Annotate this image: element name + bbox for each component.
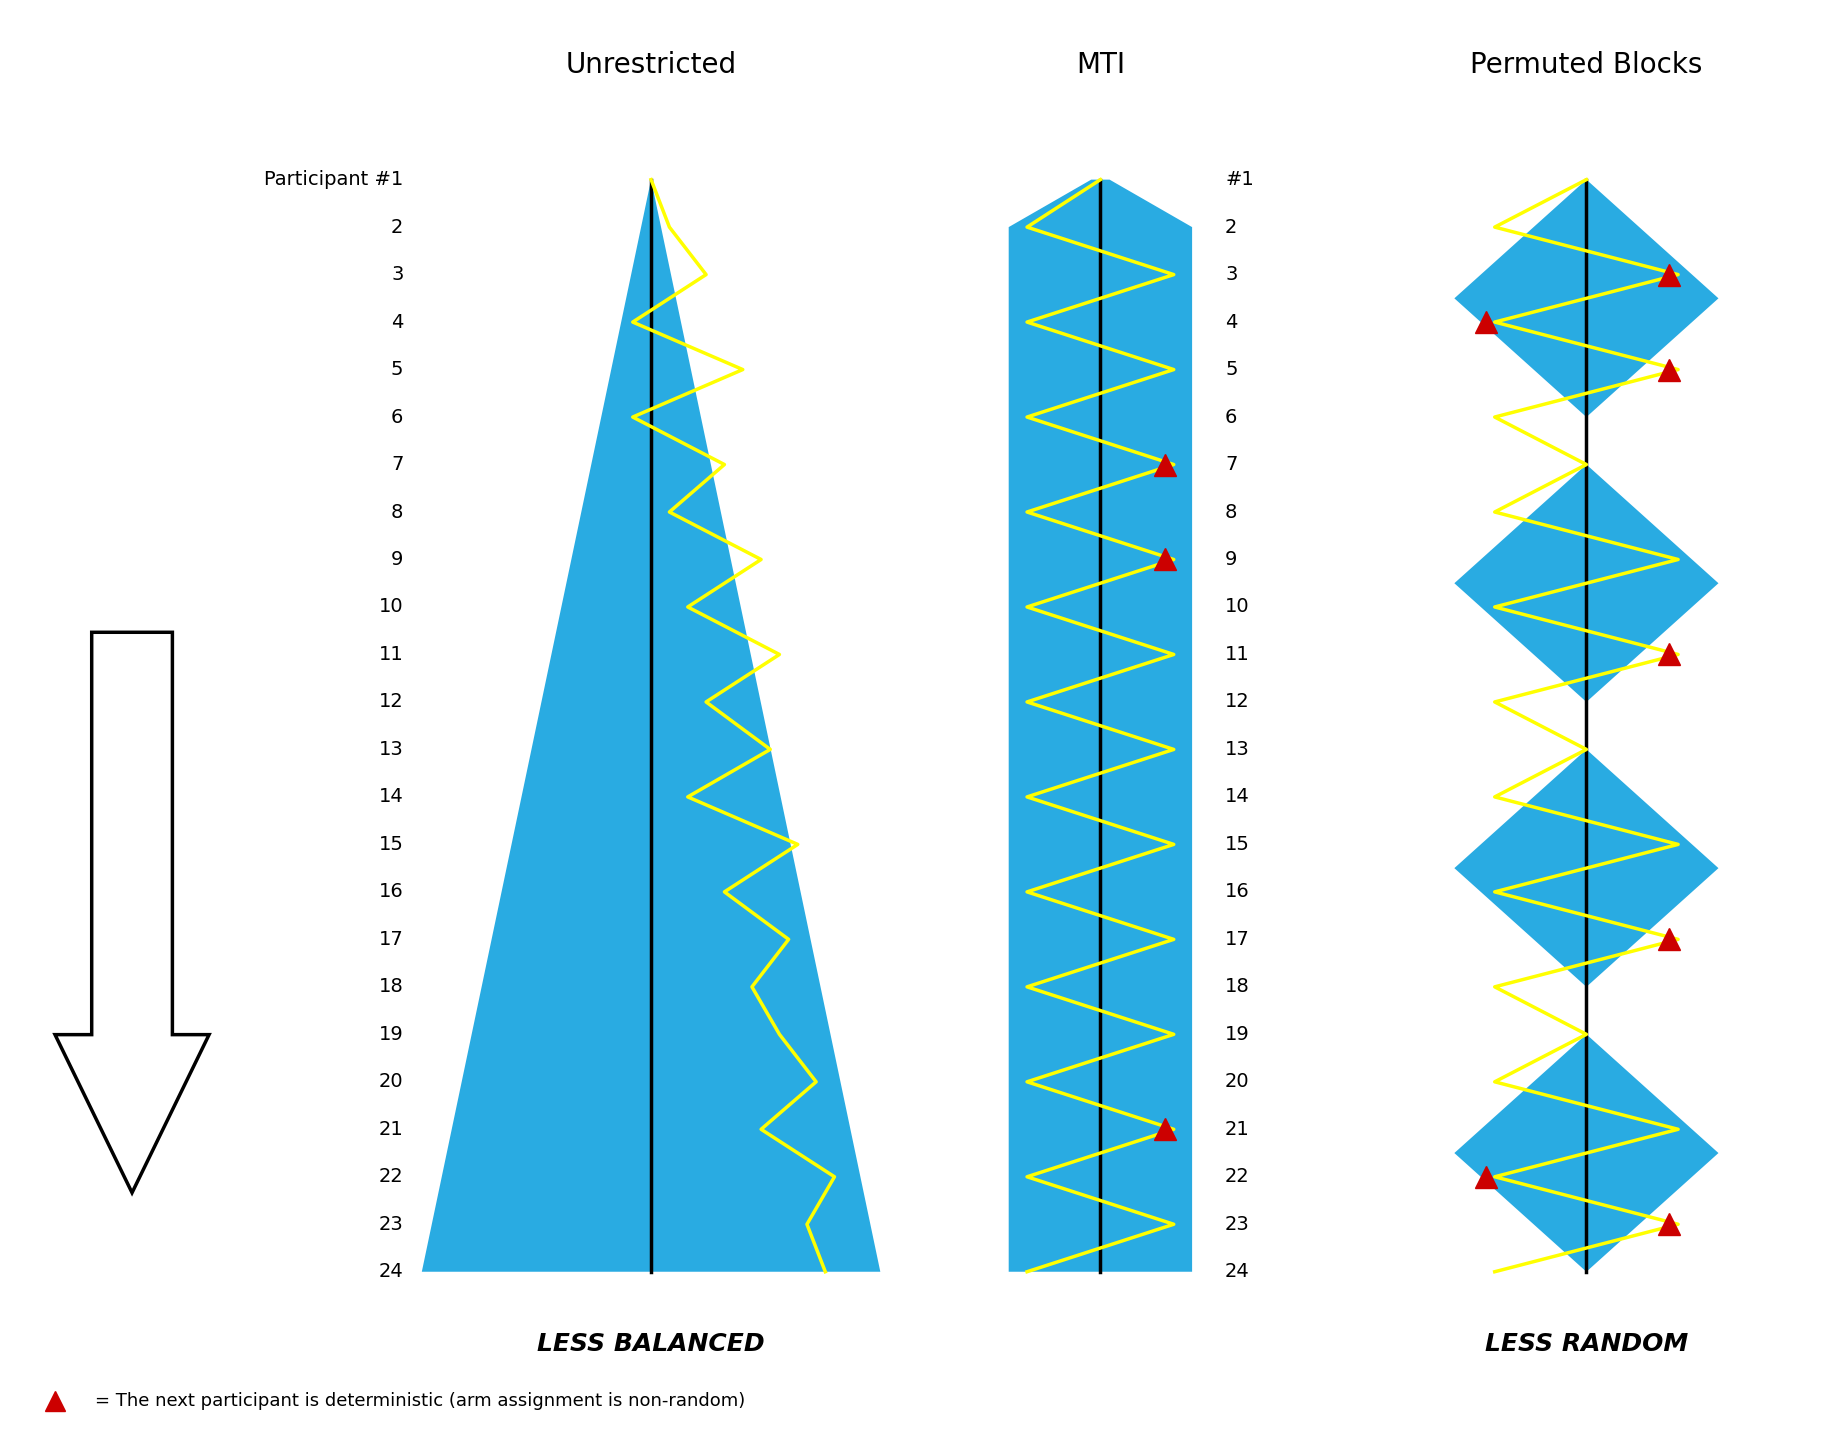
Text: 23: 23	[1225, 1214, 1249, 1234]
Text: 16: 16	[1225, 882, 1249, 901]
Text: 5: 5	[1225, 361, 1238, 379]
Text: 20: 20	[380, 1072, 403, 1091]
Text: 10: 10	[380, 598, 403, 616]
Text: 11: 11	[380, 645, 403, 664]
Text: 16: 16	[380, 882, 403, 901]
Polygon shape	[55, 632, 209, 1193]
Text: 6: 6	[1225, 408, 1238, 427]
Text: 17: 17	[1225, 930, 1249, 948]
Text: Participant #1: Participant #1	[264, 170, 403, 190]
Text: 18: 18	[1225, 977, 1249, 996]
Text: 13: 13	[1225, 740, 1249, 759]
Text: 7: 7	[1225, 456, 1238, 474]
Text: 3: 3	[391, 264, 403, 285]
Text: 4: 4	[391, 313, 403, 332]
Text: 9: 9	[1225, 550, 1238, 569]
Text: 19: 19	[380, 1025, 403, 1043]
Polygon shape	[1009, 180, 1192, 1272]
Text: Randomization Order: Randomization Order	[123, 773, 141, 994]
Text: LESS RANDOM: LESS RANDOM	[1486, 1332, 1687, 1355]
Text: 3: 3	[1225, 264, 1238, 285]
Text: 24: 24	[1225, 1262, 1249, 1282]
Text: 6: 6	[391, 408, 403, 427]
Text: MTI: MTI	[1077, 50, 1124, 79]
Polygon shape	[1454, 464, 1718, 701]
Text: #1: #1	[1225, 170, 1254, 190]
Text: 21: 21	[1225, 1119, 1249, 1138]
Text: 18: 18	[380, 977, 403, 996]
Polygon shape	[1454, 180, 1718, 417]
Text: 2: 2	[391, 217, 403, 237]
Text: 8: 8	[1225, 503, 1238, 522]
Text: 15: 15	[378, 835, 403, 854]
Text: = The next participant is deterministic (arm assignment is non-random): = The next participant is deterministic …	[95, 1392, 746, 1410]
Text: 17: 17	[380, 930, 403, 948]
Text: 11: 11	[1225, 645, 1249, 664]
Polygon shape	[422, 180, 880, 1272]
Text: 15: 15	[1225, 835, 1251, 854]
Text: 19: 19	[1225, 1025, 1249, 1043]
Text: 14: 14	[1225, 787, 1249, 806]
Text: 8: 8	[391, 503, 403, 522]
Text: 23: 23	[380, 1214, 403, 1234]
Polygon shape	[1454, 750, 1718, 987]
Text: Unrestricted: Unrestricted	[565, 50, 737, 79]
Text: 22: 22	[1225, 1167, 1249, 1187]
Polygon shape	[1454, 1035, 1718, 1272]
Text: 12: 12	[380, 693, 403, 711]
Text: 13: 13	[380, 740, 403, 759]
Text: 7: 7	[391, 456, 403, 474]
Text: 22: 22	[380, 1167, 403, 1187]
Text: 21: 21	[380, 1119, 403, 1138]
Text: 20: 20	[1225, 1072, 1249, 1091]
Text: LESS BALANCED: LESS BALANCED	[537, 1332, 765, 1355]
Text: 14: 14	[380, 787, 403, 806]
Text: 10: 10	[1225, 598, 1249, 616]
Text: 5: 5	[391, 361, 403, 379]
Text: Permuted Blocks: Permuted Blocks	[1471, 50, 1702, 79]
Text: 12: 12	[1225, 693, 1249, 711]
Text: 9: 9	[391, 550, 403, 569]
Text: 24: 24	[380, 1262, 403, 1282]
Text: 2: 2	[1225, 217, 1238, 237]
Text: 4: 4	[1225, 313, 1238, 332]
